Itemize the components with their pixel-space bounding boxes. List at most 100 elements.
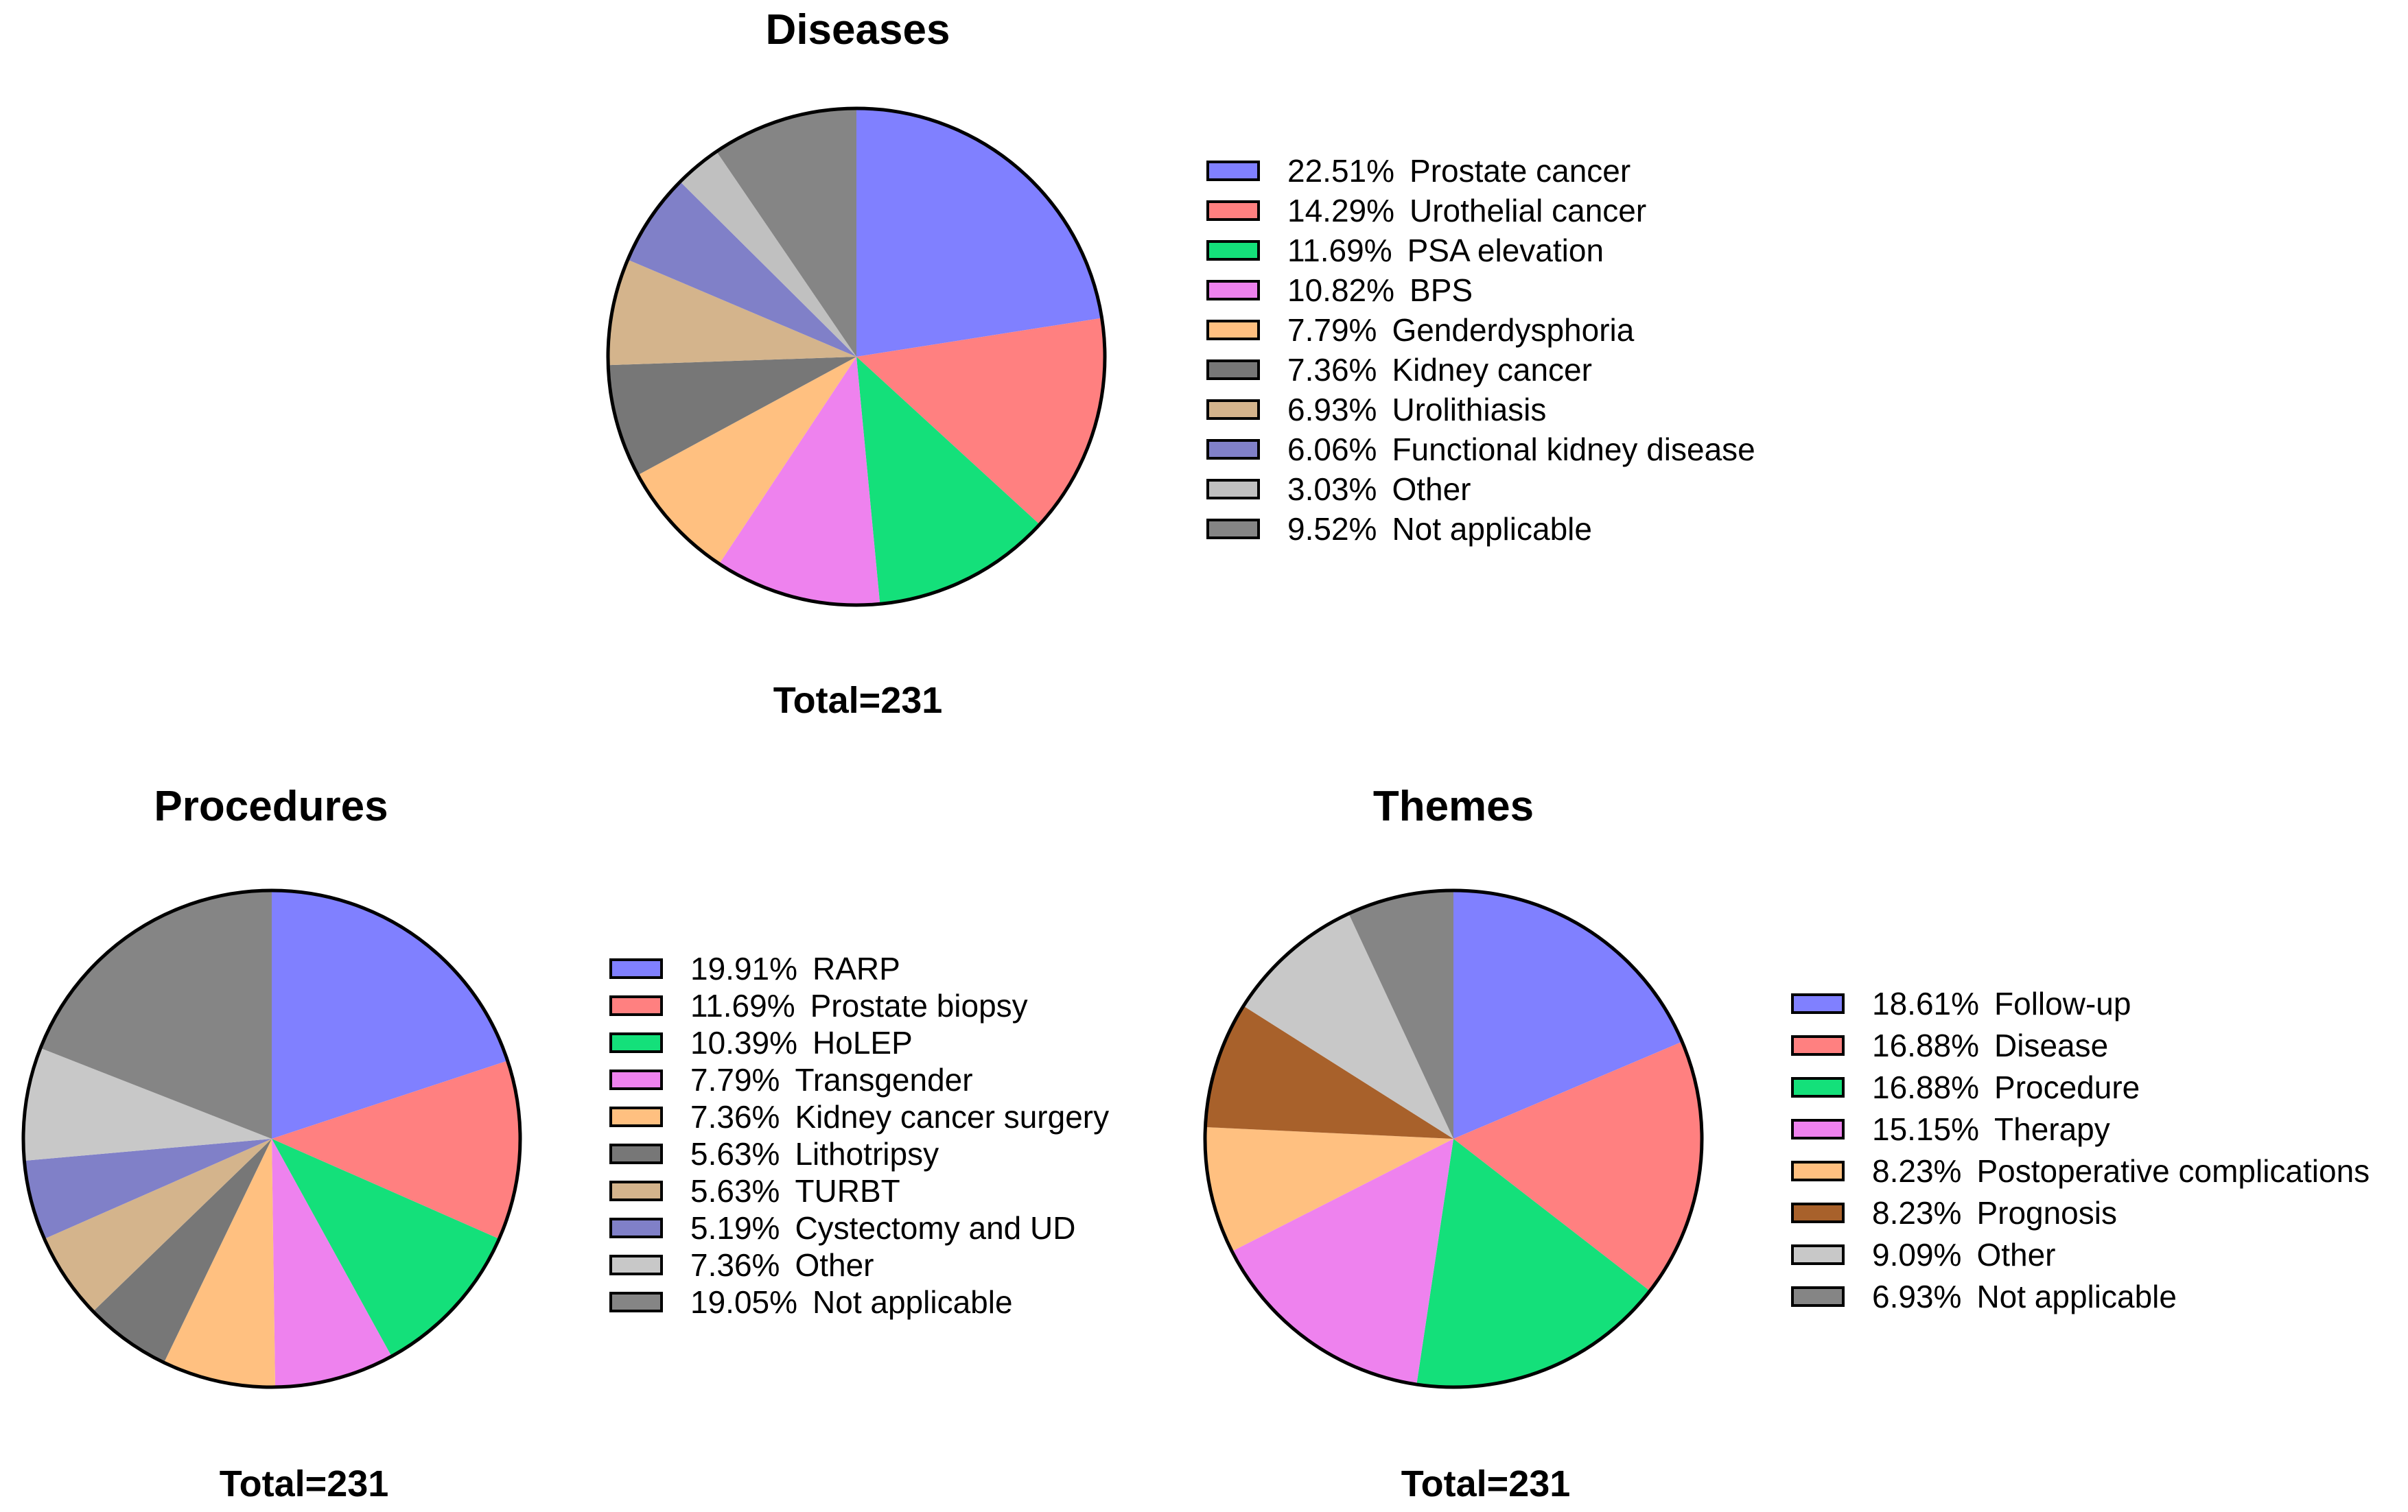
themes-legend-value: 8.23%	[1872, 1153, 1962, 1189]
themes-title: Themes	[1372, 783, 1534, 830]
diseases-legend-value: 6.06%	[1287, 432, 1377, 467]
themes-slice-other	[1243, 913, 1453, 1139]
procedures-legend-swatch	[609, 1070, 663, 1090]
diseases-slice-functional-kidney-disease	[627, 181, 856, 357]
procedures-legend-item: 19.05% Not applicable	[609, 1284, 1013, 1321]
procedures-legend-label: Not applicable	[813, 1284, 1013, 1320]
themes-slice-follow-up	[1453, 890, 1683, 1139]
themes-pie-outline	[1203, 888, 1704, 1389]
procedures-legend-value: 10.39%	[690, 1025, 798, 1061]
diseases-legend-item: 6.93% Urolithiasis	[1206, 391, 1546, 428]
procedures-title: Procedures	[154, 783, 388, 830]
themes-legend-swatch	[1791, 1119, 1845, 1139]
themes-legend-value: 8.23%	[1872, 1195, 1962, 1231]
themes-legend-value: 6.93%	[1872, 1279, 1962, 1314]
procedures-legend-item: 5.63% Lithotripsy	[609, 1135, 939, 1172]
diseases-legend-swatch	[1206, 320, 1260, 340]
diseases-legend-swatch	[1206, 200, 1260, 221]
procedures-pie-outline	[21, 888, 522, 1389]
themes-legend-item: 8.23% Prognosis	[1791, 1194, 2117, 1231]
procedures-legend-label: Lithotripsy	[795, 1136, 939, 1172]
procedures-legend-item: 10.39% HoLEP	[609, 1024, 913, 1061]
procedures-slice-prostate-biopsy	[272, 1061, 520, 1239]
procedures-slice-kidney-cancer-surgery	[163, 1139, 276, 1387]
diseases-slice-bps	[719, 357, 880, 606]
procedures-legend-label: Transgender	[795, 1062, 973, 1098]
themes-legend-label: Follow-up	[1994, 986, 2131, 1021]
procedures-legend-item: 7.79% Transgender	[609, 1061, 973, 1098]
procedures-slice-turbt	[44, 1139, 272, 1312]
procedures-legend-label: Kidney cancer surgery	[795, 1099, 1110, 1135]
procedures-legend-item: 7.36% Other	[609, 1247, 874, 1284]
diseases-legend-swatch	[1206, 280, 1260, 300]
themes-legend-value: 18.61%	[1872, 986, 1980, 1021]
procedures-legend-item: 19.91% RARP	[609, 950, 900, 987]
diseases-legend-label: Prostate cancer	[1410, 153, 1631, 189]
themes-slice-disease	[1453, 1041, 1703, 1291]
diseases-legend-item: 7.36% Kidney cancer	[1206, 351, 1592, 388]
procedures-legend-swatch	[609, 1107, 663, 1127]
procedures-legend-swatch	[609, 1032, 663, 1053]
themes-legend-label: Other	[1976, 1237, 2056, 1273]
themes-legend-swatch	[1791, 1161, 1845, 1181]
diseases-slice-urothelial-cancer	[856, 318, 1105, 525]
diseases-legend-item: 10.82% BPS	[1206, 272, 1473, 309]
procedures-legend-value: 19.05%	[690, 1284, 798, 1320]
themes-legend-label: Prognosis	[1976, 1195, 2117, 1231]
diseases-slice-psa-elevation	[856, 357, 1040, 604]
procedures-legend-label: TURBT	[795, 1173, 900, 1209]
themes-legend-swatch	[1791, 993, 1845, 1014]
diseases-legend-swatch	[1206, 479, 1260, 499]
themes-slice-procedure	[1416, 1139, 1650, 1387]
procedures-legend-value: 11.69%	[690, 988, 795, 1024]
diseases-legend-item: 9.52% Not applicable	[1206, 510, 1592, 547]
procedures-slice-holep	[272, 1139, 500, 1357]
procedures-legend-value: 5.63%	[690, 1173, 780, 1209]
procedures-legend-swatch	[609, 1144, 663, 1164]
diseases-legend-value: 11.69%	[1287, 233, 1392, 268]
themes-legend-label: Disease	[1994, 1028, 2109, 1063]
diseases-total: Total=231	[773, 680, 943, 721]
themes-slice-prognosis	[1205, 1006, 1453, 1139]
themes-legend-label: Procedure	[1994, 1070, 2140, 1105]
diseases-title: Diseases	[765, 6, 950, 54]
procedures-legend-label: Prostate biopsy	[810, 988, 1028, 1024]
diseases-legend-item: 11.69% PSA elevation	[1206, 232, 1604, 269]
diseases-legend-swatch	[1206, 240, 1260, 261]
diseases-legend-item: 3.03% Other	[1206, 471, 1471, 508]
diseases-slice-other	[680, 151, 856, 357]
themes-legend-value: 9.09%	[1872, 1237, 1962, 1273]
diseases-legend-value: 6.93%	[1287, 392, 1377, 427]
procedures-slice-transgender	[272, 1139, 392, 1387]
themes-legend-swatch	[1791, 1077, 1845, 1098]
themes-slice-not-applicable	[1348, 890, 1453, 1139]
procedures-legend-swatch	[609, 995, 663, 1016]
procedures-legend-item: 7.36% Kidney cancer surgery	[609, 1098, 1109, 1135]
procedures-legend-value: 5.19%	[690, 1210, 780, 1246]
procedures-legend-item: 11.69% Prostate biopsy	[609, 987, 1028, 1024]
themes-legend-swatch	[1791, 1286, 1845, 1307]
diseases-slice-urolithiasis	[608, 259, 856, 366]
procedures-legend-item: 5.19% Cystectomy and UD	[609, 1209, 1075, 1247]
procedures-slice-cystectomy-and-ud	[24, 1139, 272, 1239]
procedures-legend-label: Other	[795, 1247, 874, 1283]
procedures-legend-swatch	[609, 958, 663, 979]
diseases-legend-label: Other	[1392, 471, 1471, 507]
procedures-slice-not-applicable	[40, 890, 272, 1139]
diseases-legend-value: 10.82%	[1287, 272, 1395, 308]
diseases-slice-kidney-cancer	[608, 357, 856, 475]
procedures-total: Total=231	[219, 1463, 389, 1504]
diseases-legend-swatch	[1206, 359, 1260, 380]
procedures-legend-label: Cystectomy and UD	[795, 1210, 1076, 1246]
themes-legend-value: 15.15%	[1872, 1111, 1980, 1147]
themes-legend-item: 16.88% Procedure	[1791, 1069, 2140, 1106]
diseases-legend-label: Genderdysphoria	[1392, 312, 1635, 348]
themes-legend-item: 16.88% Disease	[1791, 1027, 2108, 1064]
procedures-legend-value: 5.63%	[690, 1136, 780, 1172]
diseases-legend-value: 3.03%	[1287, 471, 1377, 507]
diseases-legend-value: 7.36%	[1287, 352, 1377, 388]
themes-legend-value: 16.88%	[1872, 1070, 1980, 1105]
procedures-legend-swatch	[609, 1218, 663, 1238]
diseases-legend-swatch	[1206, 439, 1260, 460]
